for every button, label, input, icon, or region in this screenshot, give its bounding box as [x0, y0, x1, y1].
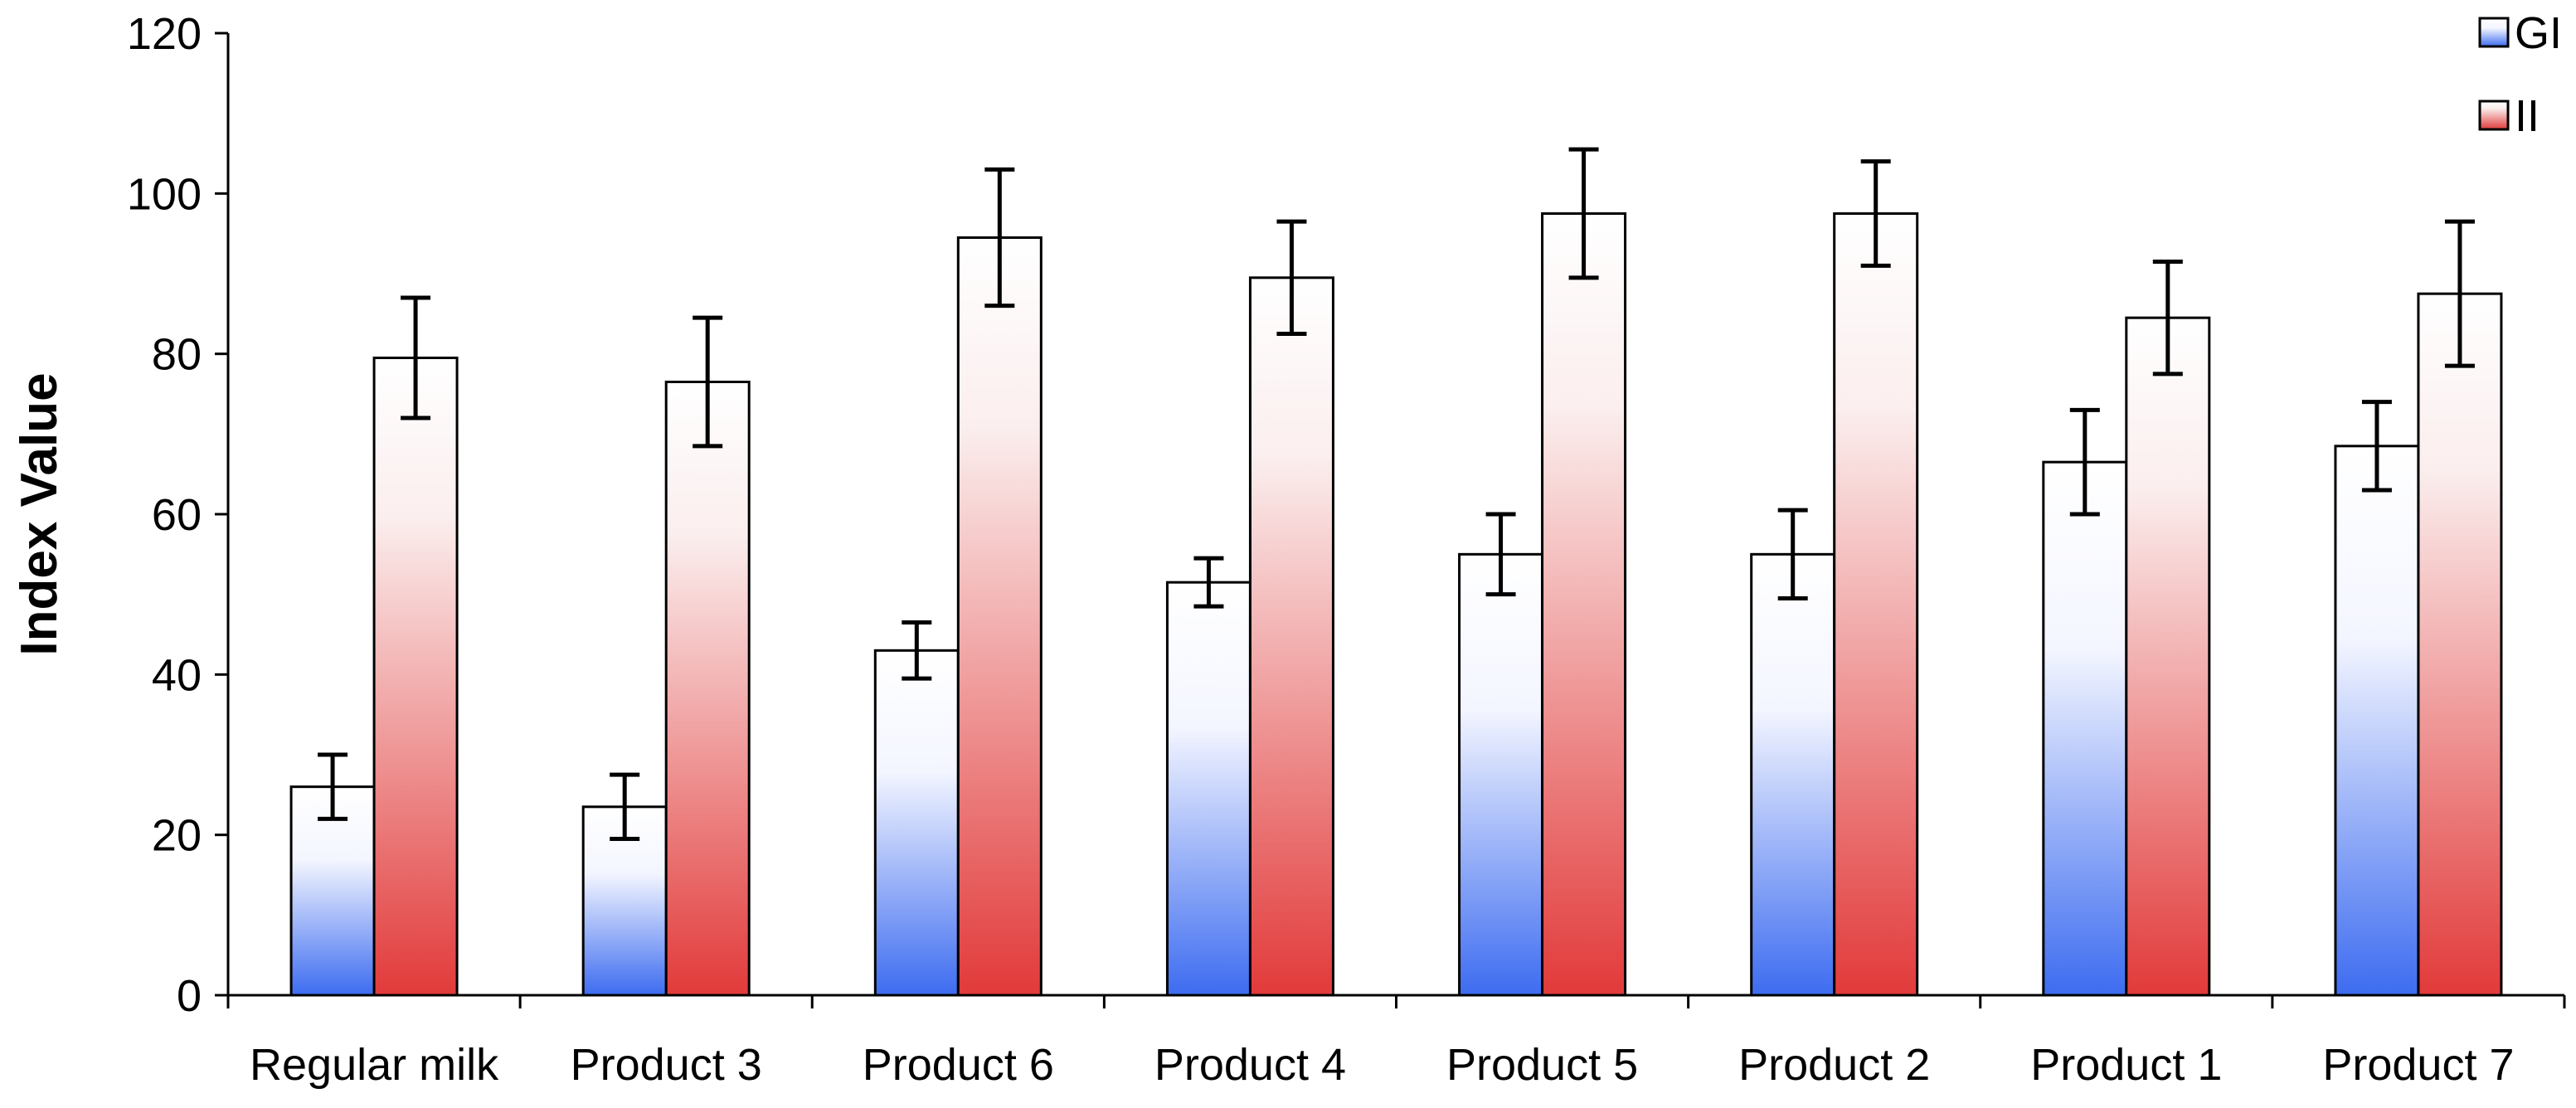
- bar-ii-7: [2417, 292, 2503, 997]
- bar-ii-6: [2125, 316, 2211, 997]
- x-category-label: Product 3: [571, 1040, 762, 1090]
- y-tick-label: 20: [152, 811, 202, 861]
- x-category-label: Product 4: [1154, 1040, 1346, 1090]
- bar-ii-3: [1248, 276, 1334, 997]
- bar-ii-0: [372, 357, 459, 997]
- bar-gi-3: [1165, 581, 1252, 997]
- bar-ii-2: [956, 236, 1043, 997]
- bar-gi-6: [2042, 460, 2128, 997]
- bar-gi-5: [1750, 552, 1836, 997]
- bar-gi-2: [873, 649, 960, 997]
- y-tick-label: 120: [127, 9, 202, 59]
- y-tick-label: 0: [177, 971, 202, 1021]
- y-axis-title: Index Value: [11, 372, 68, 655]
- y-tick-label: 40: [152, 650, 202, 700]
- bar-ii-4: [1541, 212, 1627, 997]
- bar-ii-5: [1833, 212, 1919, 997]
- y-tick-label: 60: [152, 490, 202, 540]
- legend-swatch-ii: [2478, 100, 2510, 131]
- legend-label-ii: II: [2515, 91, 2540, 141]
- bar-ii-1: [664, 381, 751, 997]
- legend-swatch-gi: [2478, 17, 2510, 48]
- y-tick-label: 80: [152, 330, 202, 380]
- y-tick-label: 100: [127, 169, 202, 219]
- bar-gi-7: [2334, 445, 2420, 997]
- x-category-label: Product 6: [863, 1040, 1054, 1090]
- x-category-label: Product 2: [1738, 1040, 1930, 1090]
- x-category-label: Product 5: [1446, 1040, 1638, 1090]
- legend-label-gi: GI: [2515, 8, 2562, 58]
- x-category-label: Regular milk: [250, 1040, 499, 1090]
- bar-gi-4: [1458, 552, 1544, 997]
- x-category-label: Product 7: [2322, 1040, 2514, 1090]
- x-category-label: Product 1: [2030, 1040, 2222, 1090]
